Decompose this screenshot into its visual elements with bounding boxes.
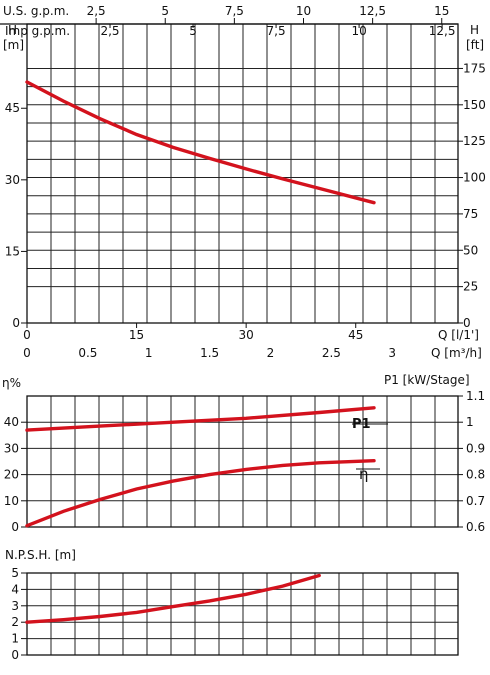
flow-m3h-tick: 0.5 — [78, 346, 97, 360]
efficiency-plot-frame — [26, 395, 459, 528]
npsh-curve — [25, 573, 321, 624]
efficiency-tick: 30 — [4, 441, 19, 455]
flow-m3h-tick: 0 — [23, 346, 31, 360]
us-gpm-tick: 15 — [434, 4, 449, 18]
flow-ls-tick: 15 — [129, 328, 144, 342]
npsh-tick-labels: 0 1 2 3 4 5 — [11, 566, 27, 662]
imp-gpm-tick: 2,5 — [100, 24, 119, 38]
efficiency-tick: 0 — [11, 520, 19, 534]
flow-m3h-tick: 2 — [267, 346, 275, 360]
imp-gpm-tick: 5 — [189, 24, 197, 38]
imp-gpm-tick: 12,5 — [429, 24, 456, 38]
npsh-tick: 3 — [11, 599, 19, 613]
flow-ls-axis-title: Q [l/1'] — [438, 328, 479, 342]
head-grid — [27, 24, 458, 323]
power-curve — [25, 406, 376, 432]
us-gpm-tick: 10 — [296, 4, 311, 18]
us-gpm-label: U.S. g.p.m. — [3, 4, 69, 18]
imp-gpm-tick: 10 — [351, 24, 366, 38]
power-tick: 0.8 — [466, 468, 485, 482]
head-left-axis-unit: [m] — [3, 38, 24, 52]
p1-series-label: P1 — [352, 417, 371, 432]
flow-ls-tick: 0 — [23, 328, 31, 342]
power-tick: 0.6 — [466, 520, 485, 534]
power-tick: 1.1 — [466, 389, 485, 403]
head-ft-tick: 150 — [463, 98, 486, 112]
head-right-axis-unit: [ft] — [466, 38, 484, 52]
power-tick: 1 — [466, 415, 474, 429]
npsh-tick: 2 — [11, 615, 19, 629]
efficiency-tick-labels: 0 10 20 30 40 — [4, 415, 27, 534]
flow-m3h-tick-labels: 0 0.5 1 1.5 2 2.5 3 — [23, 346, 396, 360]
head-curve — [25, 80, 376, 205]
head-ft-tick: 175 — [463, 61, 486, 75]
npsh-tick: 0 — [11, 648, 19, 662]
head-left-axis-title: H — [8, 23, 17, 37]
us-gpm-tick-labels: 2,5 5 7,5 10 12,5 15 — [87, 4, 449, 24]
flow-ls-tick-labels: 0 15 30 45 — [23, 323, 363, 342]
head-ft-tick: 75 — [463, 207, 478, 221]
efficiency-curve — [25, 459, 376, 528]
head-left-tick-labels: 0 15 30 45 — [5, 101, 27, 330]
imp-gpm-tick: 7,5 — [267, 24, 286, 38]
npsh-grid — [27, 573, 458, 655]
head-right-tick-labels: 0 25 50 75 100 125 150 175 — [458, 61, 486, 330]
power-tick: 0.7 — [466, 494, 485, 508]
us-gpm-tick: 5 — [161, 4, 169, 18]
efficiency-chart: η% P1 [kW/Stage] 0 10 20 30 40 0.6 0.7 0.8 0.9 1… — [2, 373, 485, 534]
flow-m3h-tick: 3 — [388, 346, 396, 360]
npsh-plot-frame — [26, 572, 459, 656]
flow-ls-tick: 45 — [348, 328, 363, 342]
power-axis-title: P1 [kW/Stage] — [384, 373, 470, 387]
imp-gpm-label: Imp g.p.m. — [5, 24, 70, 38]
head-m-tick: 45 — [5, 101, 20, 115]
efficiency-tick: 10 — [4, 494, 19, 508]
head-ft-tick: 100 — [463, 171, 486, 185]
efficiency-grid — [27, 396, 458, 527]
npsh-tick: 4 — [11, 582, 19, 596]
imp-gpm-tick-labels: 2,5 5 7,5 10 12,5 — [100, 24, 455, 38]
flow-m3h-tick: 1.5 — [200, 346, 219, 360]
head-chart: U.S. g.p.m. Imp g.p.m. 2,5 5 7,5 10 12,5 15 2… — [0, 4, 486, 360]
efficiency-axis-title: η% — [2, 376, 21, 390]
head-m-tick: 30 — [5, 173, 20, 187]
flow-m3h-tick: 1 — [145, 346, 153, 360]
npsh-axis-title: N.P.S.H. [m] — [5, 548, 76, 562]
us-gpm-tick: 7,5 — [225, 4, 244, 18]
head-ft-tick: 25 — [463, 280, 478, 294]
us-gpm-tick: 12,5 — [359, 4, 386, 18]
head-m-tick: 0 — [12, 316, 20, 330]
efficiency-tick: 40 — [4, 415, 19, 429]
head-m-tick: 15 — [5, 244, 20, 258]
npsh-tick: 1 — [11, 632, 19, 646]
eta-series-label: η — [359, 465, 369, 483]
power-tick-labels: 0.6 0.7 0.8 0.9 1 1.1 — [458, 389, 485, 534]
flow-m3h-axis-title: Q [m³/h] — [431, 346, 482, 360]
flow-m3h-tick: 2.5 — [322, 346, 341, 360]
head-ft-tick: 50 — [463, 243, 478, 257]
head-ft-tick: 125 — [463, 134, 486, 148]
head-right-axis-title: H — [470, 23, 479, 37]
power-tick: 0.9 — [466, 441, 485, 455]
efficiency-tick: 20 — [4, 468, 19, 482]
flow-ls-tick: 30 — [239, 328, 254, 342]
us-gpm-tick: 2,5 — [87, 4, 106, 18]
npsh-chart: N.P.S.H. [m] 0 1 2 3 4 5 — [5, 548, 459, 662]
head-ft-tick: 0 — [463, 316, 471, 330]
npsh-tick: 5 — [11, 566, 19, 580]
